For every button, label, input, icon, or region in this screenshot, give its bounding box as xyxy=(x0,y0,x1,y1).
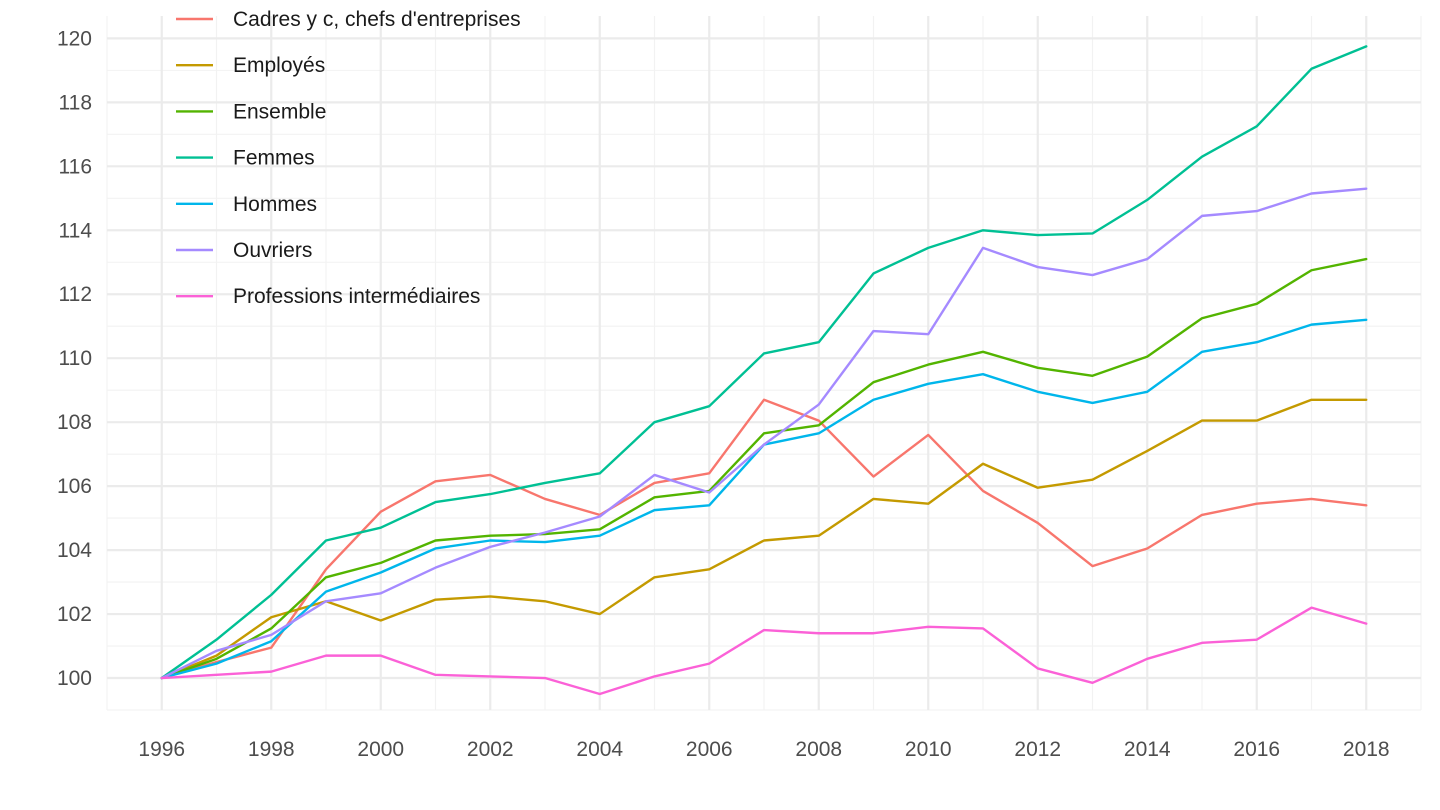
x-tick-label: 2004 xyxy=(576,738,623,761)
series-line-3 xyxy=(160,45,1368,680)
x-tick-label: 2010 xyxy=(905,738,952,761)
legend-label: Employés xyxy=(233,54,325,77)
series-line-6 xyxy=(160,606,1368,696)
y-tick-label: 120 xyxy=(57,27,92,50)
y-tick-label: 112 xyxy=(59,283,92,306)
y-tick-label: 116 xyxy=(59,155,92,178)
x-tick-label: 2018 xyxy=(1343,738,1390,761)
legend-label: Hommes xyxy=(233,193,317,216)
legend-label: Ouvriers xyxy=(233,239,312,262)
series-line-1 xyxy=(160,398,1368,680)
x-tick-label: 1996 xyxy=(138,738,185,761)
x-axis: 1996 1998 2000 2002 2004 2006 2008 2010 2012 2014… xyxy=(138,738,1389,761)
series-lines xyxy=(160,45,1368,696)
y-tick-label: 110 xyxy=(59,347,92,370)
y-tick-label: 108 xyxy=(57,411,92,434)
grid xyxy=(106,16,1422,711)
y-tick-label: 104 xyxy=(57,539,92,562)
y-tick-label: 100 xyxy=(57,667,92,690)
series-line-5 xyxy=(160,187,1368,680)
legend-label: Femmes xyxy=(233,147,315,170)
x-tick-label: 1998 xyxy=(248,738,295,761)
y-tick-label: 106 xyxy=(57,475,92,498)
x-tick-label: 2008 xyxy=(795,738,842,761)
x-tick-label: 2006 xyxy=(686,738,733,761)
x-tick-label: 2012 xyxy=(1014,738,1061,761)
y-tick-label: 118 xyxy=(59,91,92,114)
x-tick-label: 2000 xyxy=(357,738,404,761)
series-line-2 xyxy=(160,257,1368,680)
y-tick-label: 114 xyxy=(59,219,93,242)
x-tick-label: 2002 xyxy=(467,738,514,761)
y-axis: 100 102 104 106 108 110 112 114 116 118 120 xyxy=(57,27,92,690)
legend: Cadres y c, chefs d'entreprises Employés E… xyxy=(176,8,521,308)
x-tick-label: 2016 xyxy=(1233,738,1280,761)
legend-label: Ensemble xyxy=(233,100,326,123)
legend-label: Cadres y c, chefs d'entreprises xyxy=(233,8,521,31)
legend-label: Professions intermédiaires xyxy=(233,285,480,308)
x-tick-label: 2014 xyxy=(1124,738,1171,761)
y-tick-label: 102 xyxy=(57,603,92,626)
